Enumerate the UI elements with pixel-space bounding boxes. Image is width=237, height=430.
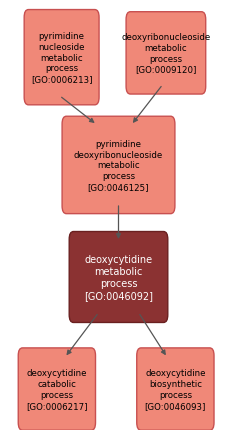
- Text: deoxycytidine
metabolic
process
[GO:0046092]: deoxycytidine metabolic process [GO:0046…: [84, 255, 153, 300]
- Text: deoxyribonucleoside
metabolic
process
[GO:0009120]: deoxyribonucleoside metabolic process [G…: [121, 33, 210, 74]
- FancyBboxPatch shape: [126, 13, 206, 95]
- FancyBboxPatch shape: [18, 348, 96, 430]
- FancyBboxPatch shape: [137, 348, 214, 430]
- Text: pyrimidine
deoxyribonucleoside
metabolic
process
[GO:0046125]: pyrimidine deoxyribonucleoside metabolic…: [74, 140, 163, 191]
- Text: deoxycytidine
catabolic
process
[GO:0006217]: deoxycytidine catabolic process [GO:0006…: [26, 369, 88, 410]
- FancyBboxPatch shape: [62, 117, 175, 214]
- Text: deoxycytidine
biosynthetic
process
[GO:0046093]: deoxycytidine biosynthetic process [GO:0…: [145, 369, 206, 410]
- Text: pyrimidine
nucleoside
metabolic
process
[GO:0006213]: pyrimidine nucleoside metabolic process …: [31, 32, 92, 84]
- FancyBboxPatch shape: [69, 232, 168, 322]
- FancyBboxPatch shape: [24, 11, 99, 106]
